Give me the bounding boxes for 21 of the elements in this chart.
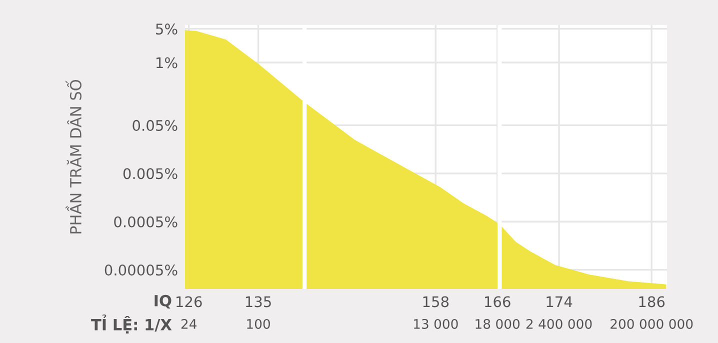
y-tick-label: 1%	[156, 57, 178, 68]
text: 13 000	[414, 318, 458, 329]
x-tick-label: 186	[639, 296, 665, 308]
x-tick-label: 158	[423, 296, 449, 308]
y-tick-label: 0.00005%	[104, 264, 178, 276]
x-tick-label: 166	[485, 296, 510, 308]
text: TỈ LỆ: 1/X	[91, 314, 172, 334]
y-tick-label: 0.05%	[132, 120, 178, 131]
y-tick-label: 0.005%	[123, 168, 178, 180]
text: 18 000	[476, 318, 520, 329]
text: 200 000 000	[610, 318, 693, 329]
text: 100	[247, 318, 270, 329]
text: IQ	[154, 294, 172, 308]
text: 24	[181, 318, 197, 329]
y-tick-label: 0.0005%	[114, 216, 178, 228]
y-tick-label: 5%	[156, 24, 178, 35]
x-tick-label: 126	[176, 296, 202, 308]
x-tick-label: 174	[546, 296, 572, 308]
y-axis-title: PHẦN TRĂM DÂN SỐ	[66, 80, 82, 234]
x-tick-label: 135	[246, 296, 271, 308]
text: 2 400 000	[526, 318, 592, 329]
